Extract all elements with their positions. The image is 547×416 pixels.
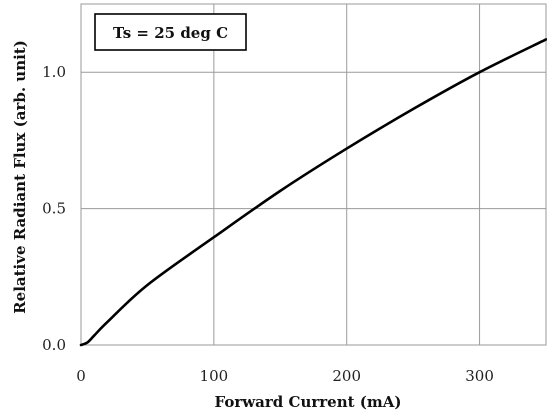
y-axis-title: Relative Radiant Flux (arb. unit) [11, 40, 29, 314]
series-line [79, 38, 547, 347]
plot-frame [80, 3, 547, 346]
x-axis-title: Forward Current (mA) [215, 393, 402, 411]
x-tick-label: 0 [76, 367, 86, 385]
annotation-text: Ts = 25 deg C [113, 24, 228, 42]
y-tick-labels: 0.0 0.5 1.0 [42, 63, 66, 354]
x-tick-label: 100 [200, 367, 229, 385]
y-tick-label: 0.5 [42, 200, 66, 218]
y-tick-label: 0.0 [42, 336, 66, 354]
x-tick-labels: 0 100 200 300 [76, 367, 494, 385]
x-tick-label: 200 [332, 367, 361, 385]
annotation-box: Ts = 25 deg C [94, 13, 247, 51]
grid-lines [81, 4, 546, 345]
annotation-frame [94, 13, 247, 51]
y-tick-label: 1.0 [42, 63, 66, 81]
x-tick-label: 300 [465, 367, 494, 385]
